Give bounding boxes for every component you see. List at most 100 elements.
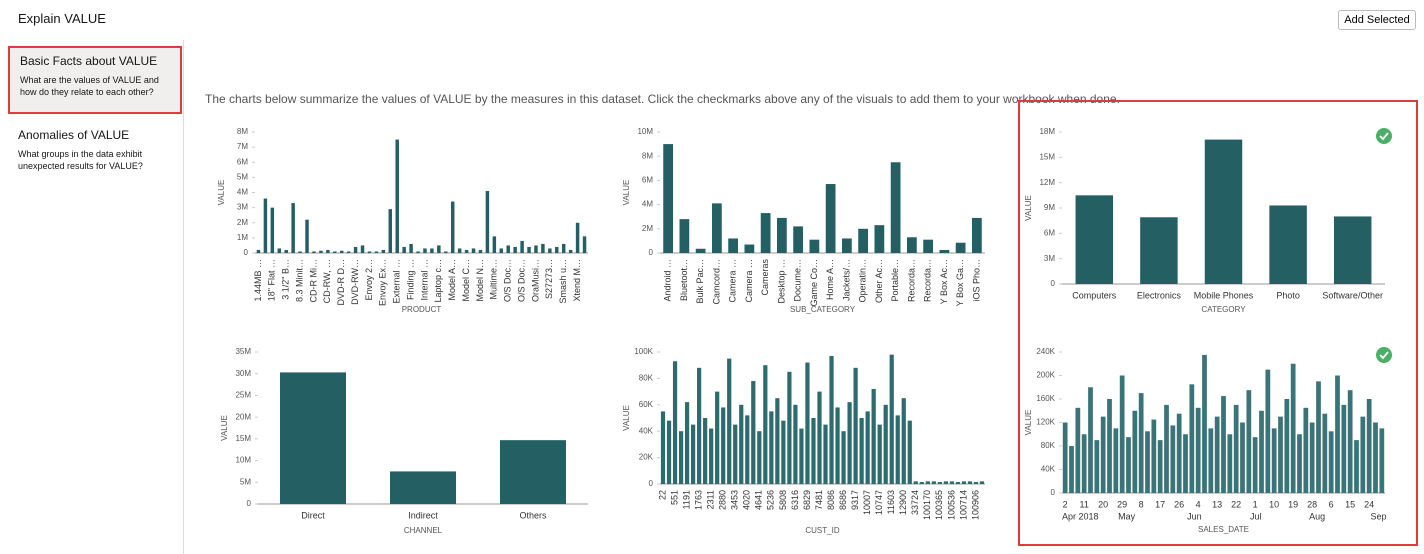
bar xyxy=(1176,413,1182,493)
bar xyxy=(793,226,803,253)
x-tick-label: 8 xyxy=(1139,499,1144,509)
y-tick-label: 2M xyxy=(237,218,248,227)
bar xyxy=(913,481,918,484)
bar xyxy=(859,418,864,484)
bar xyxy=(1062,422,1068,493)
bar xyxy=(305,219,309,253)
bar xyxy=(809,239,820,253)
bar xyxy=(374,251,379,253)
bar xyxy=(1373,422,1378,493)
bar xyxy=(1145,431,1150,493)
bar xyxy=(388,209,393,253)
x-tick-label: Xtend M… xyxy=(572,259,582,302)
y-axis-label: VALUE xyxy=(1024,195,1033,221)
x-tick-label: Finding … xyxy=(405,259,415,300)
bar xyxy=(858,228,868,253)
y-tick-label: 0 xyxy=(1051,488,1056,497)
bar xyxy=(312,251,316,253)
x-tick-label: Envoy Ex… xyxy=(378,259,388,306)
bar xyxy=(548,248,552,253)
bar xyxy=(727,358,732,484)
bar xyxy=(444,251,448,253)
x-tick-label: Direct xyxy=(301,510,325,520)
bar xyxy=(787,371,792,484)
bar xyxy=(353,246,358,253)
sidebar: Basic Facts about VALUE What are the val… xyxy=(0,40,184,554)
bar xyxy=(721,407,726,484)
x-tick-label: 100170 xyxy=(922,490,932,520)
bar xyxy=(450,201,455,253)
bar xyxy=(326,249,330,253)
bar xyxy=(390,471,456,504)
y-tick-label: 7M xyxy=(237,142,248,151)
bar xyxy=(492,236,497,253)
bar xyxy=(1303,407,1309,493)
y-tick-label: 240K xyxy=(1036,347,1055,356)
bar xyxy=(823,424,828,484)
x-tick-label: Recorda… xyxy=(906,259,916,302)
bar xyxy=(534,245,538,253)
y-tick-label: 10M xyxy=(637,127,653,136)
bar xyxy=(907,237,917,253)
y-tick-label: 0 xyxy=(1051,279,1056,288)
add-selected-button[interactable]: Add Selected xyxy=(1338,10,1416,30)
bar xyxy=(955,482,961,484)
check-icon[interactable] xyxy=(1376,347,1392,363)
bar xyxy=(1126,437,1131,493)
x-tick-label: DVD-RW… xyxy=(350,259,360,305)
bar xyxy=(506,245,510,253)
x-axis-label: SUB_CATEGORY xyxy=(790,305,856,314)
x-tick-label: 18" Flat … xyxy=(267,259,277,301)
bar xyxy=(1140,217,1178,284)
y-tick-label: 120K xyxy=(1036,418,1055,427)
bar xyxy=(1170,425,1176,493)
bar xyxy=(769,411,774,484)
bar xyxy=(939,249,950,253)
bar xyxy=(829,355,834,484)
x-tick-label: 19 xyxy=(1288,499,1298,509)
bar xyxy=(733,424,738,484)
bar xyxy=(1271,428,1277,493)
x-tick-label: 17 xyxy=(1155,499,1165,509)
bar xyxy=(1290,363,1296,493)
bar xyxy=(890,162,901,253)
bar xyxy=(263,198,268,253)
bar xyxy=(284,249,288,253)
x-month-label: Apr 2018 xyxy=(1062,511,1099,521)
bar xyxy=(541,243,545,253)
bar xyxy=(874,225,885,253)
bar xyxy=(871,388,876,484)
bar xyxy=(1164,404,1169,493)
bar xyxy=(672,361,678,484)
bar xyxy=(907,420,912,484)
sidebar-item[interactable]: Anomalies of VALUE What groups in the da… xyxy=(8,122,188,178)
x-tick-label: OraMusi… xyxy=(530,259,540,302)
x-tick-label: 11 xyxy=(1079,499,1088,509)
sidebar-item[interactable]: Basic Facts about VALUE What are the val… xyxy=(8,46,182,114)
x-month-label: Jul xyxy=(1250,511,1262,521)
x-tick-label: 2311 xyxy=(706,490,716,509)
y-tick-label: 40K xyxy=(639,426,654,435)
bar xyxy=(751,381,756,484)
bar xyxy=(1189,384,1195,493)
bar xyxy=(967,481,973,484)
x-tick-label: Camcord… xyxy=(711,259,721,305)
bar xyxy=(925,481,930,484)
bar xyxy=(1354,440,1359,493)
x-tick-label: 551 xyxy=(669,490,679,505)
x-tick-label: Software/Other xyxy=(1322,290,1383,300)
bar xyxy=(1132,410,1138,493)
bar xyxy=(513,246,517,253)
bar xyxy=(943,481,948,484)
x-tick-label: 10747 xyxy=(874,490,884,515)
bar xyxy=(1309,422,1315,493)
bar xyxy=(973,482,979,484)
x-tick-label: 29 xyxy=(1117,499,1127,509)
item-title: Basic Facts about VALUE xyxy=(20,54,158,68)
x-tick-label: 1763 xyxy=(693,490,703,510)
check-icon[interactable] xyxy=(1376,128,1392,144)
bar xyxy=(1107,399,1112,493)
bar xyxy=(1246,390,1252,493)
bar xyxy=(409,243,413,253)
